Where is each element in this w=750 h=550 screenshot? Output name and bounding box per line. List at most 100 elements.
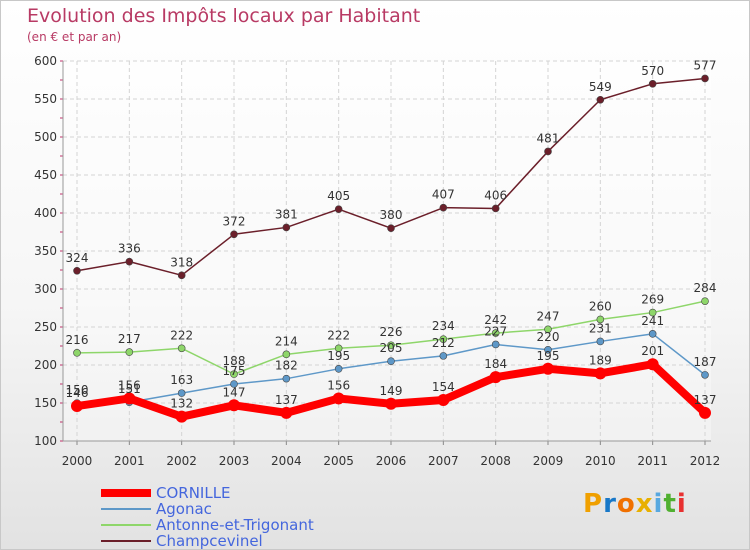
data-point-cornille [437, 393, 450, 406]
data-point-agonac [491, 340, 500, 349]
logo-letter: i [676, 489, 687, 519]
data-label-antonne-et-trigonant: 226 [380, 325, 403, 339]
data-label-cornille: 137 [275, 393, 298, 407]
data-label-champcevinel: 324 [66, 251, 89, 265]
y-tick-label: 500 [34, 130, 57, 144]
data-label-champcevinel: 577 [694, 58, 717, 72]
data-point-agonac [544, 345, 552, 354]
x-tick-label: 2008 [480, 454, 511, 468]
data-label-cornille: 184 [484, 357, 507, 371]
data-point-cornille [594, 367, 607, 380]
x-tick-label: 2007 [428, 454, 459, 468]
data-label-antonne-et-trigonant: 247 [537, 309, 560, 323]
data-point-antonne-et-trigonant [648, 308, 657, 317]
data-point-antonne-et-trigonant [177, 344, 186, 353]
data-label-cornille: 189 [589, 353, 612, 367]
data-point-cornille [646, 358, 659, 371]
x-tick-label: 2003 [219, 454, 250, 468]
data-label-cornille: 149 [380, 384, 403, 398]
chart-title: Evolution des Impôts locaux par Habitant [27, 5, 421, 27]
logo-letter: i [653, 489, 664, 519]
data-point-agonac [230, 380, 238, 388]
data-point-cornille [228, 399, 240, 412]
data-label-champcevinel: 336 [118, 242, 141, 256]
data-point-champcevinel [230, 230, 238, 239]
legend-swatch-antonne-et-trigonant [101, 524, 151, 526]
data-label-cornille: 147 [223, 385, 246, 399]
data-point-antonne-et-trigonant [596, 315, 605, 324]
data-label-agonac: 231 [589, 321, 612, 335]
logo-letter: r [603, 489, 617, 519]
data-point-champcevinel [648, 80, 657, 88]
logo-letter: x [635, 489, 654, 519]
data-label-antonne-et-trigonant: 269 [641, 293, 664, 307]
data-label-antonne-et-trigonant: 216 [66, 333, 89, 347]
proxiti-logo: Proxiti [583, 489, 687, 519]
legend-swatch-cornille [101, 489, 151, 497]
y-tick-label: 300 [34, 282, 57, 296]
legend-label-antonne-et-trigonant: Antonne-et-Trigonant [156, 516, 314, 534]
logo-letter: t [663, 489, 677, 519]
data-point-agonac [334, 364, 343, 373]
data-label-cornille: 195 [537, 349, 560, 363]
data-point-agonac [701, 371, 709, 379]
data-point-cornille [542, 362, 554, 375]
data-label-cornille: 201 [641, 344, 664, 358]
data-point-agonac [177, 389, 186, 397]
data-point-antonne-et-trigonant [282, 350, 291, 359]
x-tick-label: 2012 [690, 454, 721, 468]
data-label-agonac: 220 [537, 330, 560, 344]
data-label-antonne-et-trigonant: 222 [327, 328, 350, 342]
x-tick-label: 2011 [637, 454, 668, 468]
legend-label-champcevinel: Champcevinel [156, 532, 263, 550]
data-label-cornille: 154 [432, 380, 455, 394]
chart-subtitle: (en € et par an) [27, 30, 122, 44]
x-tick-label: 2009 [533, 454, 564, 468]
data-label-champcevinel: 372 [223, 214, 246, 228]
data-point-antonne-et-trigonant [491, 329, 500, 337]
data-point-champcevinel [334, 205, 343, 213]
data-label-antonne-et-trigonant: 242 [484, 313, 507, 327]
data-point-champcevinel [491, 204, 500, 213]
data-point-antonne-et-trigonant [73, 349, 81, 357]
data-label-agonac: 163 [170, 373, 193, 387]
data-point-champcevinel [177, 271, 186, 280]
data-label-champcevinel: 405 [327, 189, 350, 203]
legend-label-agonac: Agonac [156, 500, 212, 518]
data-label-antonne-et-trigonant: 222 [170, 328, 193, 342]
data-label-antonne-et-trigonant: 234 [432, 319, 455, 333]
legend-swatch-agonac [101, 508, 151, 510]
data-point-cornille [385, 397, 397, 410]
legend-item-agonac: Agonac [101, 501, 421, 517]
data-point-champcevinel [282, 223, 291, 232]
data-point-agonac [282, 374, 291, 383]
y-tick-label: 600 [34, 54, 57, 68]
data-point-cornille [175, 410, 188, 423]
x-tick-label: 2002 [166, 454, 197, 468]
y-tick-label: 550 [34, 92, 57, 106]
data-label-antonne-et-trigonant: 188 [223, 354, 246, 368]
data-point-agonac [387, 357, 395, 366]
data-point-cornille [332, 392, 345, 405]
data-label-cornille: 156 [118, 378, 141, 392]
data-point-antonne-et-trigonant [544, 325, 552, 334]
y-tick-label: 450 [34, 168, 57, 182]
data-label-champcevinel: 481 [537, 131, 560, 145]
data-label-agonac: 151 [118, 382, 141, 396]
data-point-cornille [280, 406, 293, 419]
label-layer: 324 336 318 372 381 405 380 407 406 481 549 570 577 2… [66, 58, 717, 410]
data-point-agonac [596, 337, 605, 346]
data-label-agonac: 241 [641, 314, 664, 328]
legend-item-cornille: CORNILLE [101, 485, 421, 501]
data-label-agonac: 182 [275, 359, 298, 373]
data-point-cornille [71, 400, 83, 413]
data-label-champcevinel: 406 [484, 188, 507, 202]
data-label-agonac: 205 [380, 341, 403, 355]
legend-swatch-champcevinel [101, 540, 151, 542]
data-label-agonac: 175 [223, 364, 246, 378]
data-label-antonne-et-trigonant: 217 [118, 332, 141, 346]
data-label-antonne-et-trigonant: 260 [589, 299, 612, 313]
data-point-champcevinel [544, 147, 552, 156]
